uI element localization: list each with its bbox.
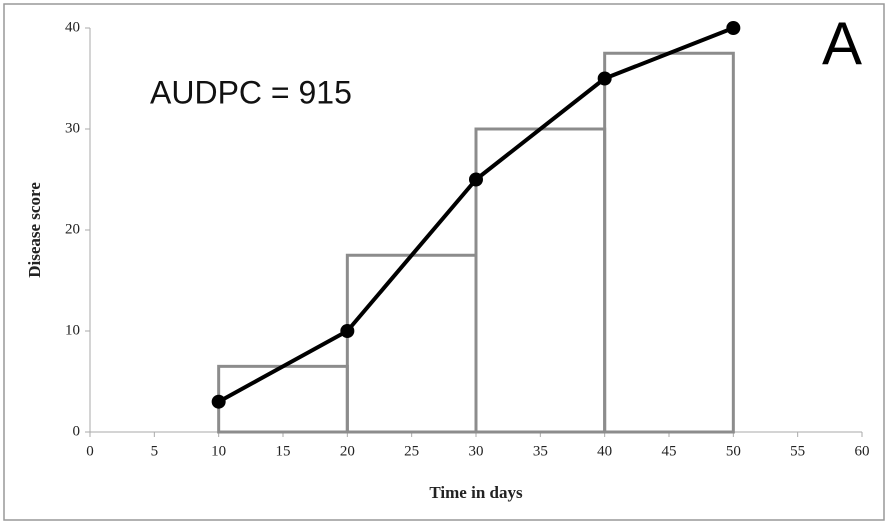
x-tick-label: 20 <box>340 443 355 459</box>
point <box>469 172 483 187</box>
point <box>597 71 612 86</box>
point <box>340 324 355 338</box>
x-tick-label: 30 <box>469 443 484 459</box>
x-tick-label: 40 <box>597 443 612 459</box>
x-tick-label: 15 <box>276 443 291 459</box>
x-tick-label: 45 <box>662 443 677 459</box>
y-tick-label: 10 <box>65 322 80 338</box>
panel-label: A <box>822 10 862 77</box>
point <box>726 21 741 35</box>
y-tick-label: 30 <box>65 120 80 136</box>
x-tick-label: 55 <box>790 443 805 459</box>
x-tick-label: 10 <box>211 443 226 459</box>
x-tick-label: 60 <box>855 443 870 459</box>
frame <box>3 3 885 521</box>
y-axis-title: Disease score <box>25 182 44 278</box>
x-tick-label: 25 <box>404 443 419 459</box>
x-axis-title: Time in days <box>429 483 523 502</box>
annotation: AUDPC = 915 <box>150 74 352 110</box>
x-tick-label: 50 <box>726 443 741 459</box>
x-tick-label: 0 <box>86 443 94 459</box>
x-tick-label: 35 <box>533 443 548 459</box>
point <box>211 394 226 409</box>
y-tick-label: 40 <box>65 19 80 35</box>
x-tick-label: 5 <box>151 443 159 459</box>
y-tick-label: 20 <box>65 221 80 237</box>
y-tick-label: 0 <box>73 423 81 439</box>
